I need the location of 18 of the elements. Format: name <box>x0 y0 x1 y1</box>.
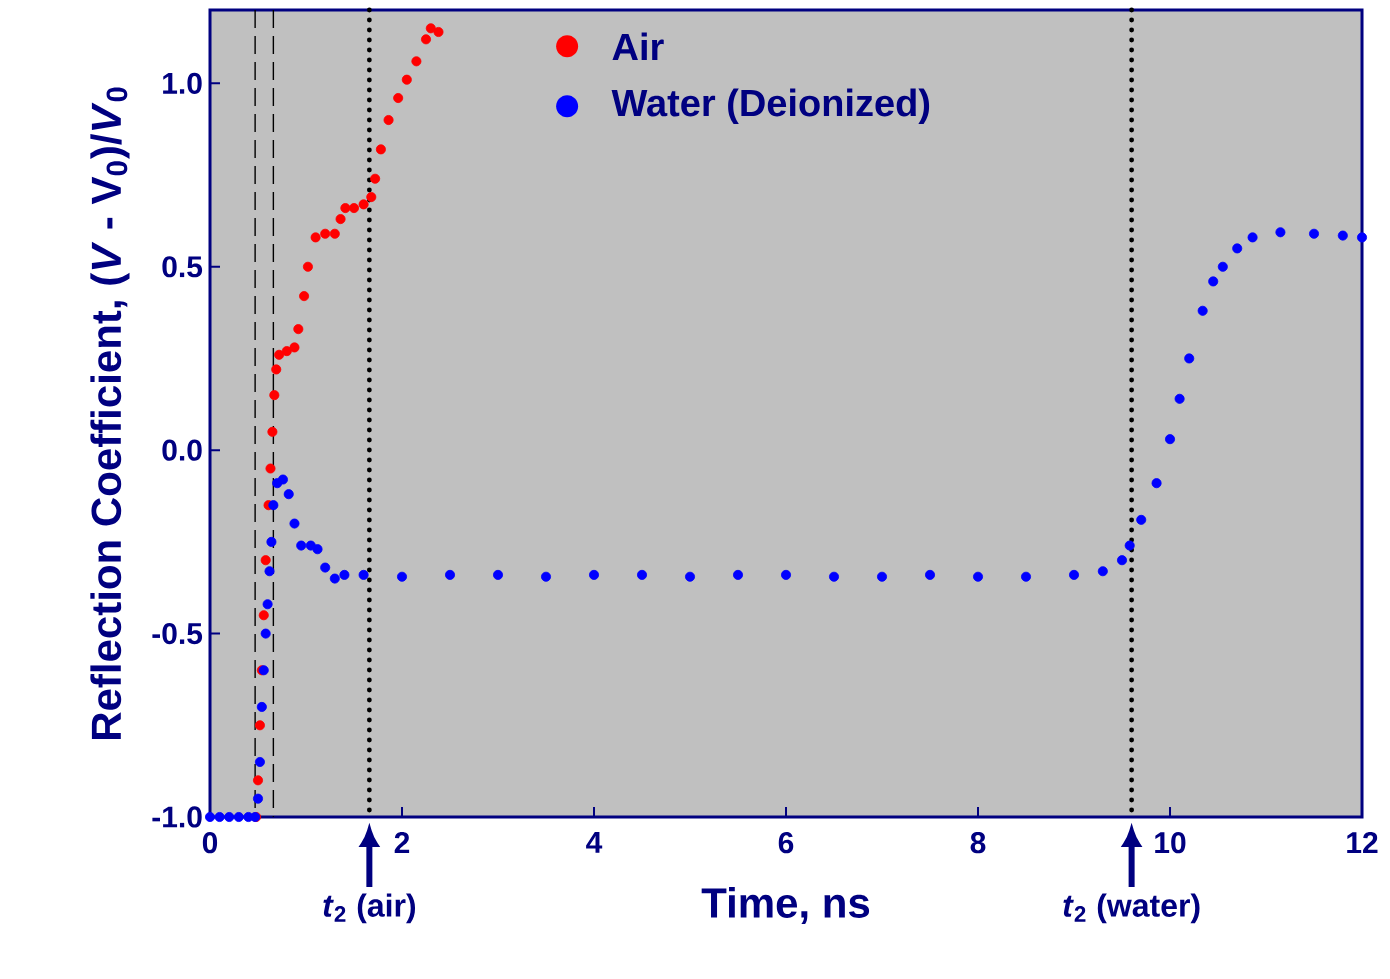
y-axis-title: Reflection Coefficient, (V - V$_{0}$)/V$_{0}$ <box>90 87 130 739</box>
x-tick-label: 8 <box>970 832 986 854</box>
x-tick-label: 0 <box>202 832 218 854</box>
legend-label: Air <box>612 32 664 61</box>
x-tick-label: 6 <box>778 832 794 854</box>
x-tick-label: 10 <box>1155 832 1186 854</box>
y-tick-label: 0.5 <box>162 256 203 278</box>
y-tick-label: -0.5 <box>152 622 203 645</box>
x-tick-label: 12 <box>1347 832 1378 854</box>
legend-label: Water (Deionized) <box>611 88 930 124</box>
y-tick-label: 0.0 <box>162 439 202 461</box>
x-tick-label: 4 <box>586 832 603 853</box>
y-tick-label: 1.0 <box>163 72 202 94</box>
x-axis-title: Time, ns <box>701 887 870 924</box>
x-tick-label: 2 <box>394 832 410 854</box>
ref-line-label: t$_{2}$ (air) <box>323 893 416 924</box>
y-tick-label: -1.0 <box>152 806 202 828</box>
ref-line-label: t$_{2}$ (water) <box>1063 893 1200 924</box>
